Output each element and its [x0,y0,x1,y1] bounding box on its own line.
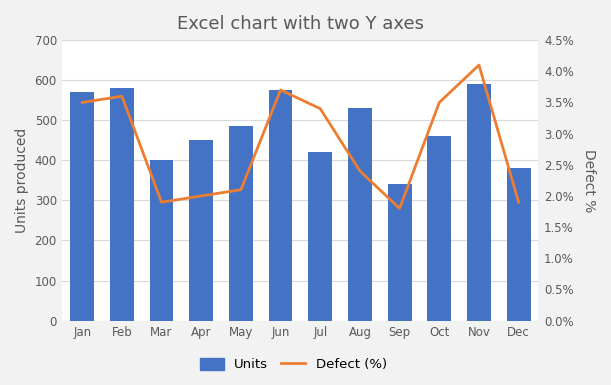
Bar [70,92,94,321]
Y-axis label: Units produced: Units produced [15,128,29,233]
Bar [309,152,332,321]
Title: Excel chart with two Y axes: Excel chart with two Y axes [177,15,424,33]
Bar [507,168,530,321]
Legend: Units, Defect (%): Units, Defect (%) [194,353,392,377]
Bar [467,84,491,321]
Y-axis label: Defect %: Defect % [582,149,596,212]
Bar [150,160,174,321]
Bar [388,184,412,321]
Bar [229,126,253,321]
Bar [348,108,372,321]
Bar [189,140,213,321]
Bar [269,90,293,321]
Bar [427,136,451,321]
Bar [110,88,134,321]
